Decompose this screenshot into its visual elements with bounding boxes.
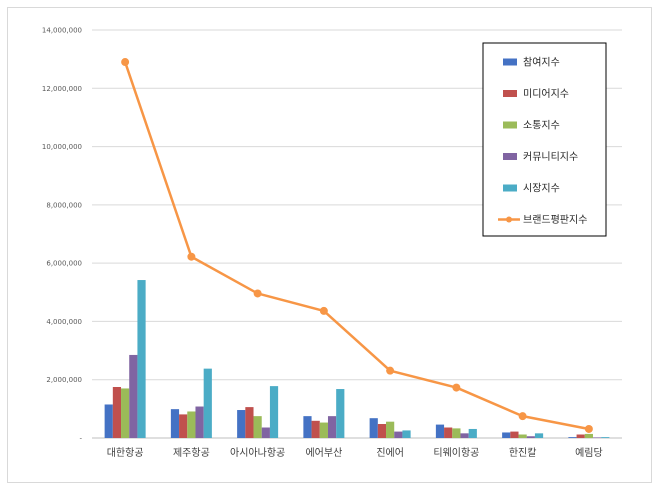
line-point bbox=[584, 424, 593, 433]
bar bbox=[377, 424, 387, 438]
bar bbox=[452, 428, 461, 438]
y-tick-label: 8,000,000 bbox=[46, 201, 82, 209]
bar bbox=[584, 433, 593, 438]
bar bbox=[435, 424, 445, 438]
legend-label: 참여지수 bbox=[523, 57, 560, 69]
line-point bbox=[319, 306, 328, 315]
bar bbox=[327, 416, 337, 438]
bar bbox=[526, 436, 535, 438]
legend-label: 미디어지수 bbox=[523, 88, 569, 100]
bar bbox=[203, 368, 212, 438]
bar bbox=[601, 437, 610, 438]
bar bbox=[319, 422, 328, 438]
y-tick-label: 14,000,000 bbox=[42, 27, 82, 35]
legend-swatch bbox=[503, 184, 517, 192]
x-tick-label: 예림당 bbox=[575, 447, 603, 459]
bar bbox=[402, 430, 411, 438]
line-series bbox=[121, 58, 593, 433]
legend-label: 소통지수 bbox=[523, 120, 560, 132]
bar bbox=[534, 433, 544, 438]
line-point bbox=[253, 289, 262, 298]
bar bbox=[568, 437, 577, 438]
y-tick-label: 12,000,000 bbox=[42, 85, 82, 93]
bar bbox=[253, 416, 262, 438]
x-axis: 대한항공 제주항공 아시아나항공 에어부산 진에어 티웨이항공 한진칼 예림당 bbox=[107, 446, 603, 459]
bar bbox=[518, 434, 527, 438]
line-point bbox=[121, 58, 130, 67]
bar bbox=[187, 411, 196, 438]
bar bbox=[444, 427, 453, 438]
bar bbox=[394, 431, 403, 438]
bar bbox=[170, 409, 180, 438]
y-tick-label: - bbox=[79, 435, 82, 443]
bar bbox=[576, 434, 585, 438]
legend-swatch bbox=[503, 58, 517, 66]
x-tick-label: 에어부산 bbox=[305, 447, 342, 459]
bar bbox=[179, 414, 188, 438]
y-tick-label: 4,000,000 bbox=[46, 318, 82, 326]
legend-swatch bbox=[503, 153, 517, 160]
y-tick-label: 2,000,000 bbox=[46, 376, 82, 384]
bar bbox=[468, 428, 477, 438]
x-tick-label: 티웨이항공 bbox=[433, 447, 479, 459]
legend-swatch bbox=[503, 90, 517, 97]
bar bbox=[311, 420, 320, 438]
legend-marker bbox=[506, 216, 512, 223]
legend-label: 시장지수 bbox=[523, 183, 560, 195]
bar bbox=[237, 410, 246, 438]
line-point bbox=[518, 412, 527, 421]
line-point bbox=[187, 252, 196, 261]
line-point bbox=[452, 383, 461, 392]
y-axis: - 2,000,000 4,000,000 6,000,000 8,000,000 10,… bbox=[42, 27, 83, 443]
bar bbox=[137, 280, 146, 438]
bar bbox=[195, 406, 204, 438]
x-tick-label: 아시아나항공 bbox=[230, 447, 285, 459]
bar bbox=[112, 387, 122, 438]
y-tick-label: 6,000,000 bbox=[46, 260, 82, 268]
bar bbox=[261, 427, 270, 438]
bar bbox=[245, 407, 254, 438]
bar bbox=[121, 388, 130, 438]
bar bbox=[129, 354, 138, 438]
legend-label: 브랜드평판지수 bbox=[523, 214, 587, 226]
line-point bbox=[386, 366, 395, 375]
legend-label: 커뮤니티지수 bbox=[523, 151, 578, 163]
bar bbox=[336, 389, 345, 438]
bar bbox=[386, 421, 395, 438]
legend-swatch bbox=[503, 121, 517, 129]
y-tick-label: 10,000,000 bbox=[42, 143, 82, 151]
x-tick-label: 진에어 bbox=[376, 447, 404, 459]
bar bbox=[502, 432, 511, 438]
bar bbox=[303, 416, 312, 438]
bar bbox=[592, 437, 602, 438]
x-tick-label: 대한항공 bbox=[107, 447, 144, 459]
x-tick-label: 제주항공 bbox=[173, 447, 210, 459]
legend-box bbox=[482, 42, 607, 237]
bar bbox=[369, 418, 378, 438]
bar bbox=[460, 433, 469, 438]
bar bbox=[269, 386, 279, 438]
bar bbox=[510, 431, 519, 438]
bar bbox=[104, 404, 113, 438]
line-path bbox=[123, 61, 590, 431]
x-tick-label: 한진칼 bbox=[509, 446, 537, 459]
bar-series bbox=[104, 280, 610, 438]
